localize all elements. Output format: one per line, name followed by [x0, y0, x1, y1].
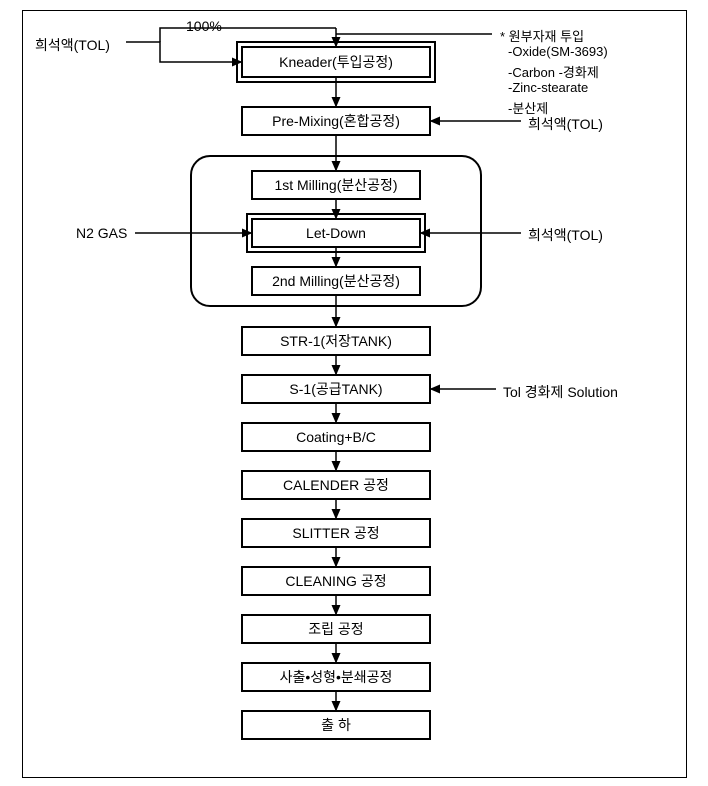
s1-box: S-1(공급TANK) — [241, 374, 431, 404]
label-mat2: -Carbon -경화제 — [508, 62, 599, 81]
label-tol_letdown: 희석액(TOL) — [528, 225, 603, 245]
cleaning-box: CLEANING 공정 — [241, 566, 431, 596]
mill2-box: 2nd Milling(분산공정) — [251, 266, 421, 296]
label-materials_head: * 원부자재 투입 — [500, 26, 584, 45]
calender-box: CALENDER 공정 — [241, 470, 431, 500]
mill1-box: 1st Milling(분산공정) — [251, 170, 421, 200]
assembly-box: 조립 공정 — [241, 614, 431, 644]
injection-box: 사출•성형•분쇄공정 — [241, 662, 431, 692]
label-mat1: -Oxide(SM-3693) — [508, 44, 608, 59]
slitter-box: SLITTER 공정 — [241, 518, 431, 548]
premix-box: Pre-Mixing(혼합공정) — [241, 106, 431, 136]
letdown-box: Let-Down — [251, 218, 421, 248]
label-pct_100: 100% — [186, 18, 222, 34]
label-tol_top_left: 희석액(TOL) — [35, 35, 110, 55]
coating-box: Coating+B/C — [241, 422, 431, 452]
kneader-box: Kneader(투입공정) — [241, 46, 431, 78]
str1-box: STR-1(저장TANK) — [241, 326, 431, 356]
label-tol_solution: Tol 경화제 Solution — [503, 382, 618, 402]
ship-box: 출 하 — [241, 710, 431, 740]
label-n2: N2 GAS — [76, 225, 127, 241]
label-mat3: -Zinc-stearate — [508, 80, 588, 95]
label-tol_premix: 희석액(TOL) — [528, 114, 603, 134]
